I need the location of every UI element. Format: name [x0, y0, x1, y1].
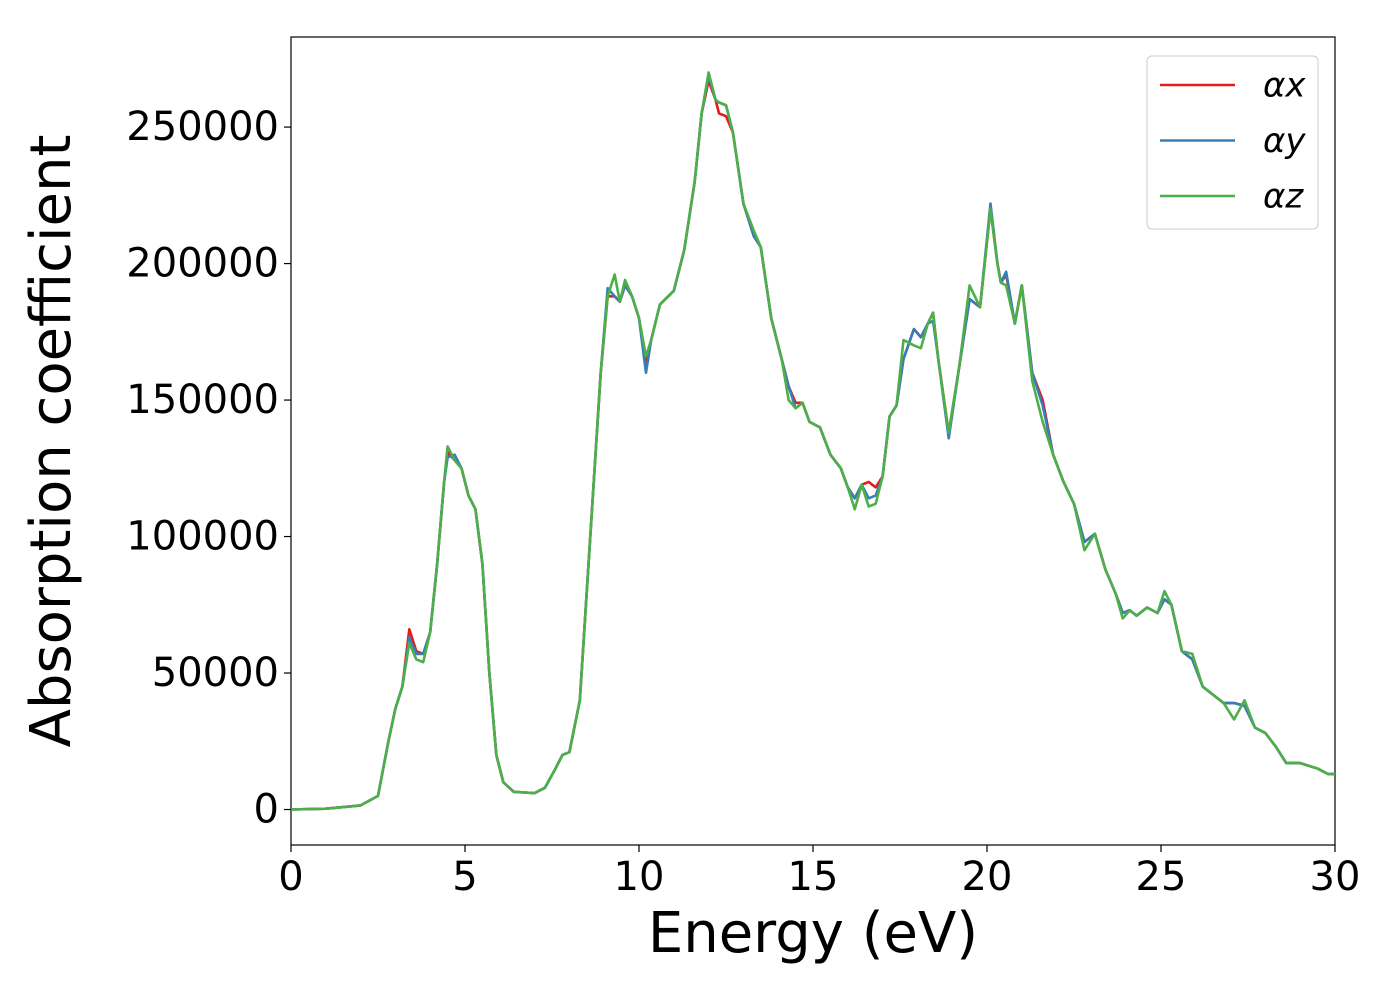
y-tick-label: 100000	[126, 514, 279, 560]
x-tick-label: 30	[1310, 854, 1361, 900]
series-line	[290, 71, 1335, 811]
legend-label: αz	[1263, 177, 1304, 217]
y-tick-label: 150000	[126, 377, 279, 423]
y-axis-label: Absorption coefficient	[19, 135, 84, 748]
x-tick-label: 15	[788, 854, 839, 900]
x-tick-label: 10	[614, 854, 665, 900]
y-tick-label: 250000	[126, 104, 279, 150]
y-tick-label: 200000	[126, 241, 279, 287]
y-tick-label: 0	[254, 787, 279, 833]
legend-box	[1146, 55, 1319, 230]
x-tick-label: 0	[278, 854, 303, 900]
x-tick-label: 25	[1136, 854, 1187, 900]
legend-label: αy	[1263, 121, 1306, 161]
y-tick-label: 50000	[152, 650, 279, 696]
x-tick-label: 5	[452, 854, 477, 900]
legend: αx αy αz	[1146, 55, 1319, 230]
x-tick-label: 20	[962, 854, 1013, 900]
legend-label: αx	[1263, 66, 1306, 106]
x-axis-label: Energy (eV)	[648, 901, 978, 966]
